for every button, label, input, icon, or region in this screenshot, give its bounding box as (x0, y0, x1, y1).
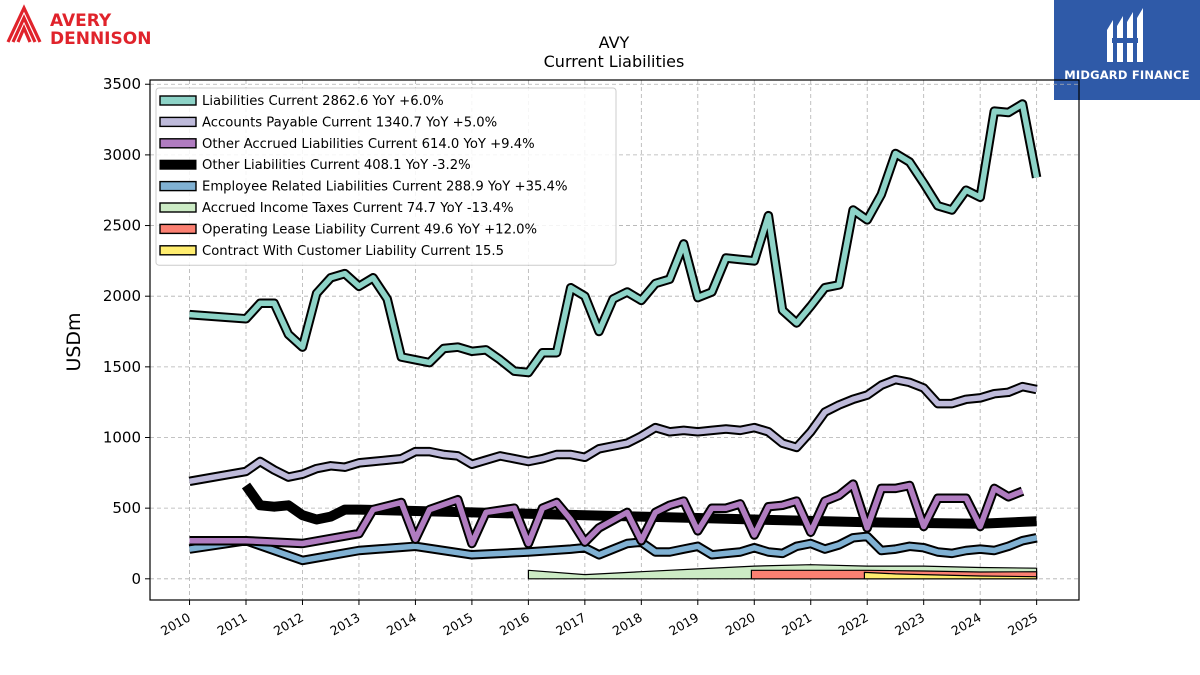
midgard-logo-text: MIDGARD FINANCE (1064, 68, 1190, 82)
y-tick-label: 2500 (103, 217, 141, 235)
x-tick-label: 2011 (214, 610, 249, 639)
legend-entry: Liabilities Current 2862.6 YoY +6.0% (202, 94, 444, 109)
avery-dennison-logo-mark: AVERY DENNISON (6, 4, 151, 49)
legend-swatch (159, 95, 197, 106)
x-tick-label: 2021 (779, 610, 814, 639)
legend-swatch (159, 159, 197, 170)
logo-line-2: DENNISON (50, 29, 151, 48)
legend-entry: Accrued Income Taxes Current 74.7 YoY -1… (202, 201, 514, 216)
midgard-logo-mark (1107, 8, 1143, 62)
x-tick-label: 2020 (723, 610, 758, 639)
y-tick-label: 3500 (103, 75, 141, 93)
legend-entry: Other Accrued Liabilities Current 614.0 … (202, 137, 535, 152)
x-tick-label: 2025 (1005, 610, 1040, 639)
y-tick-label: 3000 (103, 146, 141, 164)
legend-swatch (159, 138, 197, 149)
legend-box (155, 87, 617, 266)
chart-title: AVY (599, 33, 630, 52)
legend-swatch (159, 116, 197, 128)
x-tick-label: 2014 (384, 610, 419, 639)
y-tick-label: 2000 (103, 287, 141, 305)
x-tick-label: 2016 (497, 610, 532, 639)
x-tick-label: 2015 (440, 610, 475, 639)
series-line (241, 482, 1037, 529)
legend-entry: Other Liabilities Current 408.1 YoY -3.2… (202, 158, 471, 173)
x-tick-label: 2022 (836, 610, 871, 639)
x-tick-label: 2024 (949, 610, 984, 639)
avery-dennison-logo: AVERY DENNISON (4, 4, 174, 49)
series-line (189, 101, 1040, 376)
x-tick-label: 2010 (158, 610, 193, 639)
x-tick-label: 2023 (892, 610, 927, 639)
legend-swatch (159, 223, 197, 235)
series-line (189, 533, 1038, 564)
legend-swatch (159, 202, 197, 213)
x-tick-label: 2017 (553, 610, 588, 639)
legend-entry: Contract With Customer Liability Current… (202, 244, 504, 259)
series-area (863, 571, 1038, 580)
legend: Liabilities Current 2862.6 YoY +6.0% Acco… (155, 87, 617, 266)
x-tick-label: 2013 (327, 610, 362, 639)
series-line (189, 376, 1038, 485)
legend-swatch (159, 245, 197, 256)
x-tick-label: 2019 (666, 610, 701, 639)
legend-swatch (159, 180, 197, 192)
y-tick-label: 0 (131, 570, 141, 588)
legend-entry: Employee Related Liabilities Current 288… (202, 180, 567, 195)
x-tick-label: 2012 (271, 610, 306, 639)
y-tick-label: 1000 (103, 429, 141, 447)
logo-line-1: AVERY (50, 11, 112, 31)
legend-entry: Operating Lease Liability Current 49.6 Y… (202, 222, 537, 237)
legend-entry: Accounts Payable Current 1340.7 YoY +5.0… (202, 115, 497, 130)
chart-subtitle: Current Liabilities (544, 52, 685, 71)
series-line (189, 481, 1024, 547)
x-tick-label: 2018 (610, 610, 645, 639)
y-tick-label: 500 (112, 499, 141, 517)
plot-frame (149, 79, 1080, 601)
series-layer (188, 99, 1042, 580)
y-axis-label: USDm (63, 312, 85, 371)
midgard-finance-logo: MIDGARD FINANCE (1054, 0, 1200, 100)
y-tick-label: 1500 (103, 358, 141, 376)
